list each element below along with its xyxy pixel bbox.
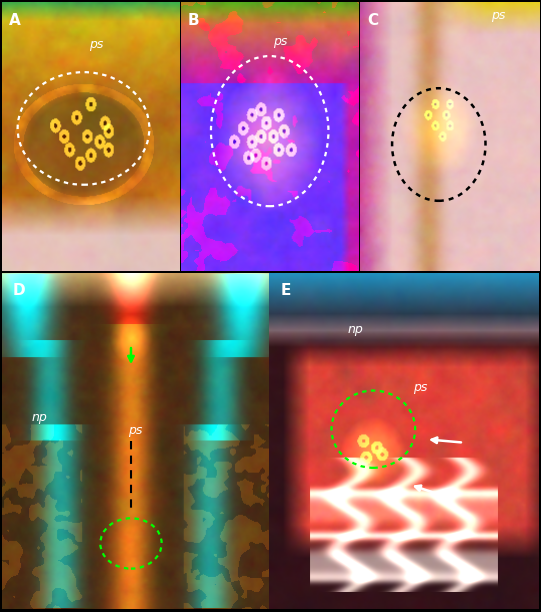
Text: C: C bbox=[367, 13, 378, 28]
Text: np: np bbox=[31, 411, 47, 424]
Text: ps: ps bbox=[128, 424, 142, 437]
Text: ps: ps bbox=[89, 38, 103, 51]
Text: ps: ps bbox=[273, 35, 288, 48]
Text: A: A bbox=[9, 13, 21, 28]
Text: D: D bbox=[12, 283, 25, 298]
Text: E: E bbox=[280, 283, 291, 298]
Text: B: B bbox=[188, 13, 200, 28]
Text: ps: ps bbox=[491, 9, 505, 21]
Text: np: np bbox=[348, 323, 364, 337]
Text: ps: ps bbox=[413, 381, 428, 394]
